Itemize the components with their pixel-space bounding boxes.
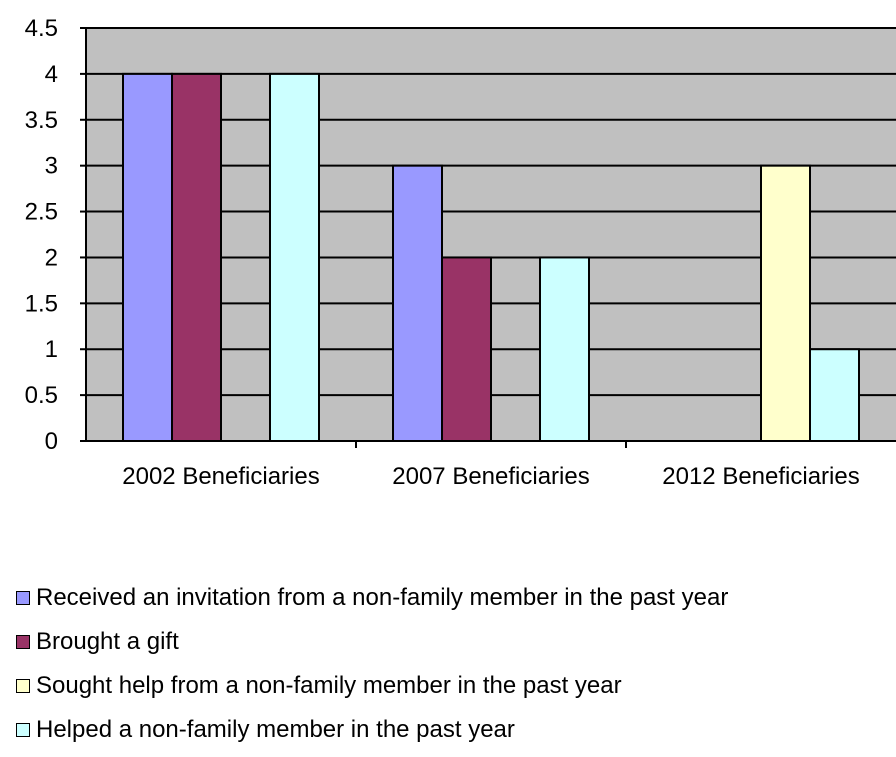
x-tick-label: 2012 Beneficiaries [662,463,859,490]
x-tick-label: 2002 Beneficiaries [122,463,319,490]
bar [122,72,173,442]
legend-label: Received an invitation from a non-family… [36,584,729,611]
y-tick-label: 4.5 [25,15,58,42]
bar [392,164,443,443]
legend-label: Sought help from a non-family member in … [36,672,622,699]
legend: Received an invitation from a non-family… [16,576,728,752]
legend-swatch [16,679,30,693]
bars [122,72,860,443]
x-tick-label: 2007 Beneficiaries [392,463,589,490]
legend-label: Helped a non-family member in the past y… [36,716,515,743]
y-tick-label: 1 [45,336,58,363]
y-tick-label: 3 [45,153,58,180]
y-tick-label: 0 [45,428,58,455]
legend-label: Brought a gift [36,628,179,655]
y-tick-label: 2.5 [25,199,58,226]
bar [539,256,590,443]
y-tick-label: 3.5 [25,107,58,134]
legend-item: Helped a non-family member in the past y… [16,708,728,752]
bar [269,72,320,442]
legend-swatch [16,635,30,649]
legend-item: Sought help from a non-family member in … [16,664,728,708]
x-tick-labels: 2002 Beneficiaries 2007 Beneficiaries 2012… [122,463,859,490]
y-tick-label: 2 [45,244,58,271]
bar [441,256,492,443]
bar-chart: 00.511.522.533.544.5 2002 Beneficiaries 2… [25,15,896,490]
legend-item: Brought a gift [16,620,728,664]
y-tick-label: 0.5 [25,382,58,409]
axes [80,27,896,448]
y-tick-labels: 0 0.5 1 1.5 2 2.5 3 3.5 4 4.5 [25,15,58,455]
y-tick-label: 4 [45,61,58,88]
legend-swatch [16,723,30,737]
legend-swatch [16,591,30,605]
bar [809,348,860,443]
bar [171,72,222,442]
y-tick-label: 1.5 [25,290,58,317]
legend-item: Received an invitation from a non-family… [16,576,728,620]
bar [760,164,811,443]
